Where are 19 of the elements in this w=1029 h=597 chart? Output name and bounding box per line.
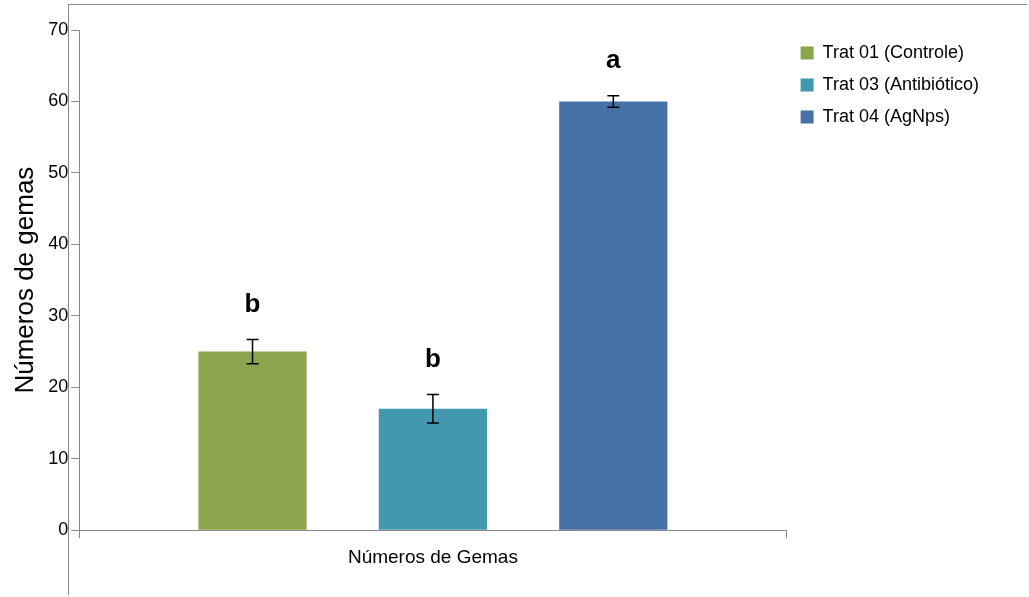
y-tick-label: 40 [48,233,69,254]
bar [559,101,668,530]
y-tick-label: 10 [48,447,69,468]
y-axis-title: Números de gemas [8,166,39,394]
y-tick-label: 60 [48,90,69,111]
annotation: b [424,342,441,373]
y-tick-label: 0 [58,519,69,540]
legend-label: Trat 01 (Controle) [822,41,964,62]
bar [198,351,307,530]
legend-label: Trat 04 (AgNps) [822,105,950,126]
y-tick-label: 30 [48,304,69,325]
legend-label: Trat 03 (Antibiótico) [822,73,980,94]
y-tick-label: 50 [48,161,69,182]
bar [378,408,488,530]
annotation: b [244,287,261,318]
annotation: a [606,43,622,74]
y-tick-label: 70 [48,18,69,39]
y-tick-label: 20 [48,376,69,397]
x-tick-label: Números de Gemas [347,545,518,567]
